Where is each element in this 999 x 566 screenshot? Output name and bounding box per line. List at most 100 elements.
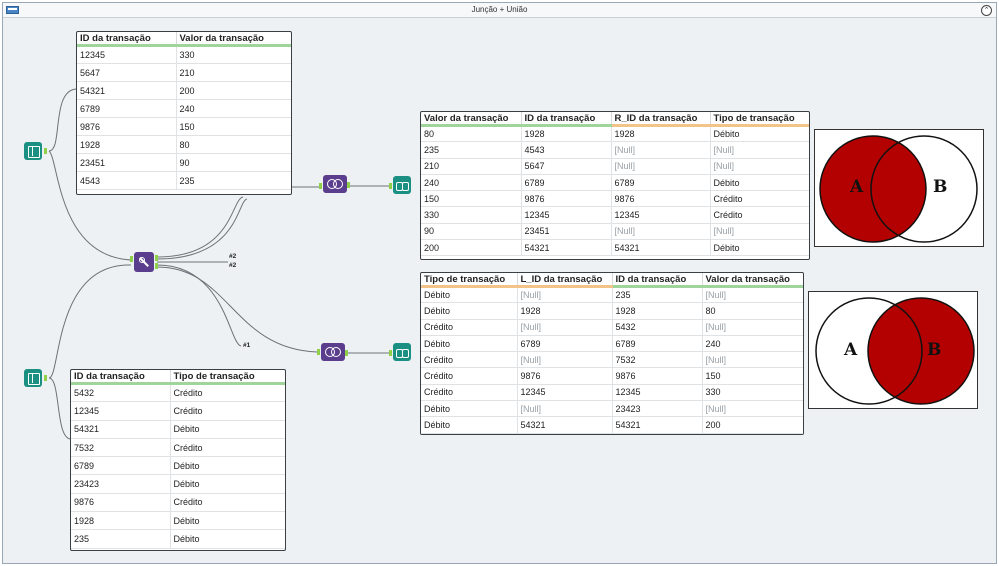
table-cell[interactable]: Débito xyxy=(170,529,285,549)
table-cell[interactable]: [Null] xyxy=(611,158,711,175)
column-header[interactable]: Tipo de transação xyxy=(170,370,285,385)
table-cell[interactable]: Débito xyxy=(421,335,518,353)
table-cell[interactable]: 12345 xyxy=(517,384,613,402)
table-cell[interactable]: Débito xyxy=(170,511,285,531)
table-row[interactable]: 235 Débito xyxy=(71,529,285,549)
table-cell[interactable]: 80 xyxy=(702,302,803,320)
table-row[interactable]: Débito 1928 1928 80 xyxy=(421,302,803,320)
table-cell[interactable]: 1928 xyxy=(517,302,613,320)
table-cell[interactable]: 12345 xyxy=(612,384,703,402)
table-row[interactable]: 150 9876 9876 Crédito xyxy=(421,190,809,208)
table-cell[interactable]: Crédito xyxy=(170,401,285,421)
table-cell[interactable]: Crédito xyxy=(170,438,285,458)
table-cell[interactable]: 1928 xyxy=(71,511,171,531)
table-cell[interactable]: [Null] xyxy=(710,141,809,159)
table-cell[interactable]: Débito xyxy=(421,416,518,434)
book-input-icon[interactable] xyxy=(24,142,42,160)
column-header[interactable]: Valor da transação xyxy=(702,273,803,288)
table-cell[interactable]: Crédito xyxy=(710,206,809,224)
table-cell[interactable]: 23423 xyxy=(71,474,171,494)
table-cell[interactable]: 210 xyxy=(421,158,522,175)
workflow-canvas[interactable]: ID da transação Valor da transação 12345… xyxy=(3,19,996,563)
table-cell[interactable]: 9876 xyxy=(517,367,613,385)
table-cell[interactable]: 5647 xyxy=(77,63,177,82)
table-cell[interactable]: 23451 xyxy=(77,153,177,172)
table-row[interactable]: Crédito [Null] 5432 [Null] xyxy=(421,319,803,336)
table-cell[interactable]: 235 xyxy=(176,171,291,190)
binoculars-browse-icon[interactable] xyxy=(393,343,411,361)
input-anchor[interactable] xyxy=(319,183,322,189)
table-cell[interactable]: 200 xyxy=(702,416,803,434)
output-anchor[interactable] xyxy=(345,350,348,356)
table-row[interactable]: Crédito 9876 9876 150 xyxy=(421,367,803,385)
table-row[interactable]: Crédito [Null] 7532 [Null] xyxy=(421,351,803,369)
table-cell[interactable]: 7532 xyxy=(71,438,171,458)
table-cell[interactable]: 12345 xyxy=(521,206,612,224)
table-row[interactable]: 4543 235 xyxy=(77,171,291,190)
table-cell[interactable]: 4543 xyxy=(77,171,177,190)
table-row[interactable]: Débito 54321 54321 200 xyxy=(421,416,803,434)
table-cell[interactable]: 9876 xyxy=(521,190,612,208)
table-row[interactable]: 23451 90 xyxy=(77,153,291,172)
table-cell[interactable]: 12345 xyxy=(611,206,711,224)
table-cell[interactable]: [Null] xyxy=(710,223,809,241)
output-anchor[interactable] xyxy=(347,182,350,188)
table-cell[interactable]: [Null] xyxy=(702,286,803,304)
table-cell[interactable]: 4543 xyxy=(521,141,612,159)
table-cell[interactable]: 150 xyxy=(421,190,522,208)
table-cell[interactable]: 54321 xyxy=(521,239,612,257)
table-cell[interactable]: [Null] xyxy=(702,351,803,369)
table-cell[interactable]: 235 xyxy=(421,141,522,159)
column-header[interactable]: Valor da transação xyxy=(421,112,522,127)
column-header[interactable]: ID da transação xyxy=(521,112,612,127)
table-cell[interactable]: Débito xyxy=(421,286,518,304)
table-cell[interactable]: Crédito xyxy=(710,190,809,208)
collapse-container-button[interactable]: ⌃ xyxy=(981,5,992,16)
table-row[interactable]: Débito [Null] 23423 [Null] xyxy=(421,400,803,418)
column-header[interactable]: ID da transação xyxy=(77,32,177,47)
table-cell[interactable]: [Null] xyxy=(517,351,613,369)
table-cell[interactable]: 6789 xyxy=(517,335,613,353)
table-cell[interactable]: Débito xyxy=(710,125,809,143)
table-cell[interactable]: 240 xyxy=(176,99,291,118)
table-row[interactable]: 1928 80 xyxy=(77,135,291,154)
table-cell[interactable]: 330 xyxy=(702,384,803,402)
table-cell[interactable]: 54321 xyxy=(77,81,177,100)
column-header[interactable]: ID da transação xyxy=(612,273,703,288)
table-cell[interactable]: 6789 xyxy=(71,456,171,476)
table-cell[interactable]: 150 xyxy=(702,367,803,385)
table-cell[interactable]: 5432 xyxy=(612,319,703,336)
table-cell[interactable]: Crédito xyxy=(170,493,285,513)
table-cell[interactable]: Crédito xyxy=(421,351,518,369)
table-row[interactable]: 80 1928 1928 Débito xyxy=(421,125,809,143)
table-cell[interactable]: 80 xyxy=(176,135,291,154)
column-header[interactable]: R_ID da transação xyxy=(611,112,711,127)
table-row[interactable]: 210 5647 [Null] [Null] xyxy=(421,158,809,175)
table-cell[interactable]: 9876 xyxy=(77,117,177,136)
table-cell[interactable]: [Null] xyxy=(611,141,711,159)
table-row[interactable]: Débito 6789 6789 240 xyxy=(421,335,803,353)
output-anchor[interactable] xyxy=(155,255,158,261)
table-cell[interactable]: Crédito xyxy=(421,367,518,385)
table-cell[interactable]: Débito xyxy=(170,474,285,494)
table-cell[interactable]: 235 xyxy=(612,286,703,304)
table-cell[interactable]: 240 xyxy=(702,335,803,353)
table-row[interactable]: 12345 Crédito xyxy=(71,401,285,421)
table-cell[interactable]: [Null] xyxy=(702,400,803,418)
table-cell[interactable]: 54321 xyxy=(612,416,703,434)
table-cell[interactable]: [Null] xyxy=(702,319,803,336)
column-header[interactable]: ID da transação xyxy=(71,370,171,385)
table-row[interactable]: 90 23451 [Null] [Null] xyxy=(421,223,809,241)
table-cell[interactable]: 7532 xyxy=(612,351,703,369)
table-cell[interactable]: 80 xyxy=(421,125,522,143)
output-anchor[interactable] xyxy=(155,263,158,269)
input-anchor[interactable] xyxy=(389,183,392,189)
table-cell[interactable]: 9876 xyxy=(71,493,171,513)
table-row[interactable]: 235 4543 [Null] [Null] xyxy=(421,141,809,159)
table-row[interactable]: 240 6789 6789 Débito xyxy=(421,174,809,192)
table-row[interactable]: 9876 Crédito xyxy=(71,493,285,513)
table-row[interactable]: 6789 Débito xyxy=(71,456,285,476)
table-cell[interactable]: 330 xyxy=(176,45,291,64)
table-row[interactable]: 12345 330 xyxy=(77,45,291,64)
table-cell[interactable]: Débito xyxy=(710,239,809,257)
